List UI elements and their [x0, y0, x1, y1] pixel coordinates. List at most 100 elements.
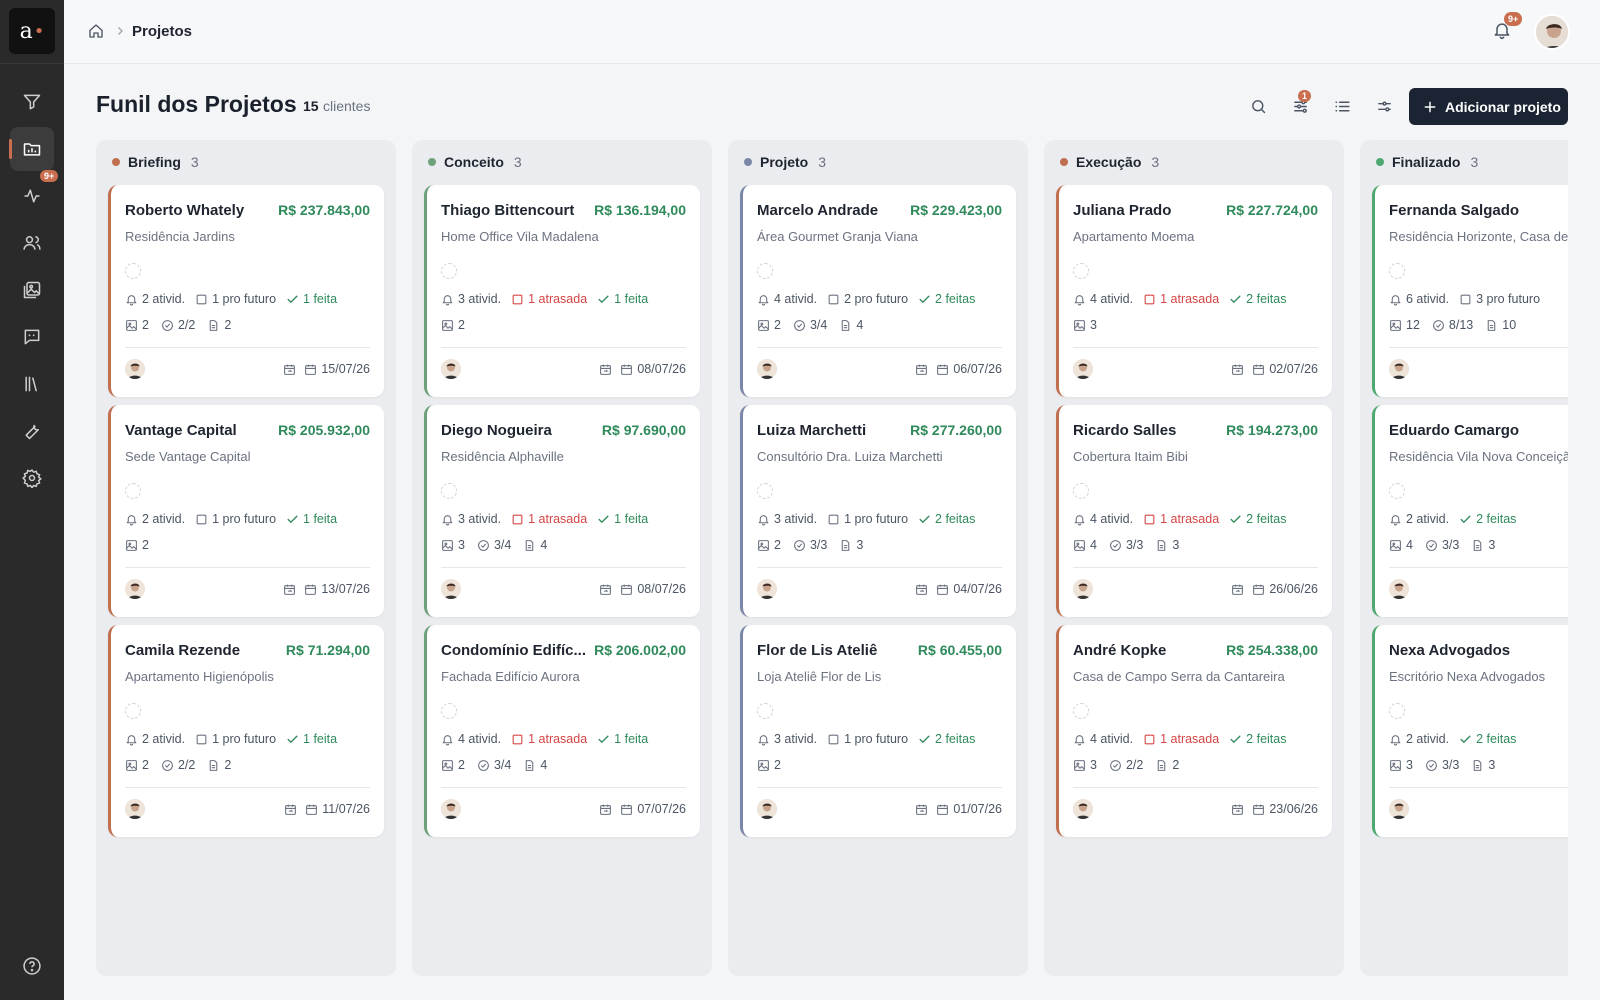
assignee-avatar[interactable] [1389, 579, 1409, 599]
add-tag-button[interactable] [1073, 483, 1089, 499]
calendar-sync-icon[interactable] [915, 803, 928, 816]
search-button[interactable] [1246, 94, 1270, 118]
calendar-sync-icon[interactable] [283, 583, 296, 596]
sidebar-item-library[interactable] [10, 362, 54, 406]
images-count: 2 [757, 318, 781, 332]
activities-count: 2 ativid. [1389, 732, 1449, 746]
add-tag-button[interactable] [441, 483, 457, 499]
add-tag-button[interactable] [757, 263, 773, 279]
add-tag-button[interactable] [1389, 263, 1405, 279]
activities-count-text: 3 ativid. [774, 512, 818, 526]
calendar-sync-icon[interactable] [1231, 363, 1244, 376]
project-card[interactable]: Condomínio Edifíc... R$ 206.002,00 Fachada… [424, 625, 700, 837]
images-count: 3 [1073, 758, 1097, 772]
users-icon [23, 236, 41, 250]
column-title: Finalizado [1392, 154, 1461, 170]
done-count: 2 feitas [918, 512, 975, 526]
settings-sliders-button[interactable] [1372, 94, 1396, 118]
list-icon [1334, 101, 1350, 111]
project-card[interactable]: Nexa AdvogadosR$ 3Escritório Nexa Advoga… [1372, 625, 1568, 837]
add-tag-button[interactable] [1073, 263, 1089, 279]
activity-badge: 9+ [40, 170, 59, 182]
overdue-count: 1 atrasada [511, 292, 587, 306]
assignee-avatar[interactable] [125, 799, 145, 819]
project-card[interactable]: Juliana Prado R$ 227.724,00 Apartamento Mo… [1056, 185, 1332, 397]
calendar-sync-icon[interactable] [599, 583, 612, 596]
project-card[interactable]: Roberto Whately R$ 237.843,00 Residência J… [108, 185, 384, 397]
assignee-avatar[interactable] [757, 799, 777, 819]
add-tag-button[interactable] [1073, 703, 1089, 719]
add-tag-button[interactable] [125, 483, 141, 499]
assignee-avatar[interactable] [757, 579, 777, 599]
add-tag-button[interactable] [125, 263, 141, 279]
assignee-avatar[interactable] [757, 359, 777, 379]
app-logo[interactable]: a • [9, 8, 55, 54]
due-date: 04/07/26 [936, 582, 1002, 596]
card-stats-row: 2 [441, 318, 465, 332]
calendar-sync-icon[interactable] [599, 803, 612, 816]
user-avatar[interactable] [1534, 14, 1570, 50]
add-tag-button[interactable] [125, 703, 141, 719]
calendar-sync-icon[interactable] [284, 803, 297, 816]
sidebar-item-gallery[interactable] [10, 268, 54, 312]
calendar-sync-icon[interactable] [915, 583, 928, 596]
breadcrumb-home[interactable] [88, 23, 104, 39]
add-tag-button[interactable] [441, 263, 457, 279]
project-card[interactable]: Camila Rezende R$ 71.294,00 Apartamento Hi… [108, 625, 384, 837]
future-count-text: 1 pro futuro [212, 512, 277, 526]
assignee-avatar[interactable] [1073, 799, 1093, 819]
add-tag-button[interactable] [1389, 703, 1405, 719]
project-card[interactable]: André Kopke R$ 254.338,00 Casa de Campo Se… [1056, 625, 1332, 837]
documents-count: 3 [1471, 538, 1495, 552]
sidebar-item-activity[interactable]: 9+ [10, 170, 59, 218]
project-card[interactable]: Flor de Lis Ateliê R$ 60.455,00 Loja Ateli… [740, 625, 1016, 837]
card-client-name: Roberto Whately [125, 202, 245, 219]
sidebar-item-settings[interactable] [10, 456, 54, 500]
activities-count-text: 4 ativid. [1090, 732, 1134, 746]
assignee-avatar[interactable] [1073, 359, 1093, 379]
project-card[interactable]: Luiza Marchetti R$ 277.260,00 Consultório … [740, 405, 1016, 617]
assignee-avatar[interactable] [441, 799, 461, 819]
activities-count: 6 ativid. [1389, 292, 1449, 306]
add-tag-button[interactable] [757, 483, 773, 499]
assignee-avatar[interactable] [441, 359, 461, 379]
assignee-avatar[interactable] [125, 359, 145, 379]
project-card[interactable]: Ricardo Salles R$ 194.273,00 Cobertura Ita… [1056, 405, 1332, 617]
calendar-sync-icon[interactable] [915, 363, 928, 376]
help-button[interactable] [22, 956, 42, 976]
future-count: 1 pro futuro [195, 512, 276, 526]
list-view-button[interactable] [1330, 94, 1354, 118]
add-tag-button[interactable] [1389, 483, 1405, 499]
assignee-avatar[interactable] [441, 579, 461, 599]
add-tag-button[interactable] [757, 703, 773, 719]
due-date: 11/07/26 [305, 802, 370, 816]
assignee-avatar[interactable] [1389, 359, 1409, 379]
checkbox-icon [195, 513, 208, 526]
project-card[interactable]: Vantage Capital R$ 205.932,00 Sede Vantage… [108, 405, 384, 617]
calendar-sync-icon[interactable] [599, 363, 612, 376]
assignee-avatar[interactable] [125, 579, 145, 599]
add-tag-button[interactable] [441, 703, 457, 719]
sidebar-item-projects[interactable] [9, 127, 54, 171]
add-project-button[interactable]: Adicionar projeto [1409, 88, 1568, 125]
card-activity-row: 2 ativid. 2 feitas [1389, 512, 1516, 526]
assignee-avatar[interactable] [1073, 579, 1093, 599]
project-card[interactable]: Thiago Bittencourt R$ 136.194,00 Home Offi… [424, 185, 700, 397]
calendar-sync-icon[interactable] [1231, 583, 1244, 596]
sidebar-item-messages[interactable] [10, 315, 54, 359]
sidebar-item-tools[interactable] [10, 409, 54, 453]
assignee-avatar[interactable] [1389, 799, 1409, 819]
calendar-sync-icon[interactable] [283, 363, 296, 376]
card-dates: 13/07/26 [283, 582, 370, 596]
calendar-sync-icon[interactable] [1231, 803, 1244, 816]
approvals-count-text: 2/2 [177, 758, 196, 772]
project-card[interactable]: Diego Nogueira R$ 97.690,00 Residência Alp… [424, 405, 700, 617]
activities-count-text: 3 ativid. [458, 292, 502, 306]
sidebar-item-clients[interactable] [10, 221, 54, 265]
document-icon [1155, 759, 1168, 772]
notifications-button[interactable] [1492, 20, 1512, 40]
sidebar-item-funnel[interactable] [10, 80, 54, 124]
project-card[interactable]: Marcelo Andrade R$ 229.423,00 Área Gourmet… [740, 185, 1016, 397]
